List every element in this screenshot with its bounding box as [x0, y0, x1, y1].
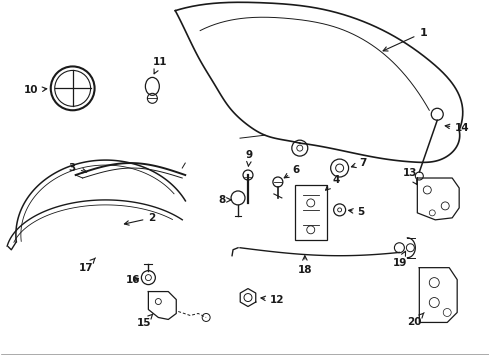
Text: 20: 20: [407, 313, 424, 328]
Text: 15: 15: [136, 314, 153, 328]
Text: 5: 5: [348, 207, 365, 217]
Text: 1: 1: [383, 28, 427, 51]
Text: 10: 10: [24, 85, 47, 95]
Text: 14: 14: [445, 123, 470, 133]
Text: 11: 11: [152, 58, 167, 74]
Text: 19: 19: [392, 251, 407, 268]
Text: 9: 9: [246, 150, 253, 166]
Text: 3: 3: [69, 163, 87, 173]
Text: 2: 2: [124, 213, 156, 225]
Text: 16: 16: [125, 275, 140, 285]
Text: 13: 13: [402, 168, 417, 185]
Text: 8: 8: [218, 195, 231, 205]
Text: 4: 4: [326, 175, 340, 190]
Text: 18: 18: [298, 256, 312, 275]
Text: 17: 17: [78, 258, 96, 273]
Text: 12: 12: [261, 294, 284, 305]
Text: 7: 7: [351, 158, 367, 168]
Text: 6: 6: [284, 165, 300, 178]
